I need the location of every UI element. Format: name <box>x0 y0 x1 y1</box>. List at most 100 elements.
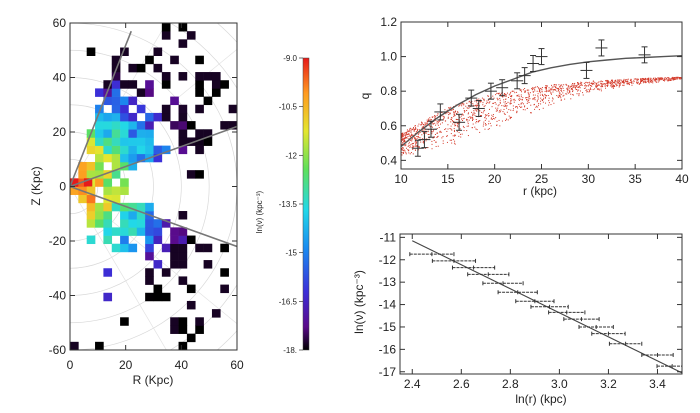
cloud-point <box>612 84 614 86</box>
cloud-point <box>629 82 631 84</box>
cloud-point <box>517 107 519 109</box>
cloud-point <box>543 95 545 97</box>
density-cell <box>170 227 179 236</box>
cloud-point <box>483 100 485 102</box>
cloud-point <box>408 138 410 140</box>
cloud-point <box>404 134 406 136</box>
cloud-point <box>541 91 543 93</box>
cloud-point <box>537 95 539 97</box>
cloud-point <box>474 112 476 114</box>
colorbar-label: ln(ν) (kpc⁻³) <box>255 190 264 233</box>
cloud-point <box>403 149 405 151</box>
cloud-point <box>596 85 598 87</box>
cloud-point <box>611 83 613 85</box>
density-cell <box>211 88 221 97</box>
cloud-point <box>435 145 437 147</box>
cloud-point <box>470 116 472 118</box>
cloud-point <box>627 83 629 85</box>
cloud-point <box>418 133 420 135</box>
cloud-point <box>642 81 644 83</box>
cloud-point <box>585 82 587 84</box>
cloud-point <box>660 78 662 80</box>
colorbar-tick-label: -15 <box>285 249 297 258</box>
density-cell <box>120 145 129 155</box>
cloud-point <box>644 81 646 83</box>
density-cell <box>103 219 113 228</box>
cloud-point <box>610 81 612 83</box>
cloud-point <box>636 83 638 85</box>
density-cell <box>103 186 113 195</box>
density-profile-ytick-label: -13 <box>379 275 397 289</box>
cloud-point <box>412 145 414 147</box>
cloud-point <box>559 87 561 89</box>
cloud-point <box>650 79 652 81</box>
cloud-point <box>513 90 515 92</box>
cloud-point <box>476 103 478 105</box>
density-cell <box>95 219 104 228</box>
cloud-point <box>431 140 433 142</box>
cloud-point <box>542 107 544 109</box>
cloud-point <box>580 83 582 85</box>
cloud-point <box>614 79 616 81</box>
cloud-point <box>545 88 547 90</box>
density-cell <box>136 211 146 220</box>
cloud-point <box>475 115 477 117</box>
q-measurement-point <box>418 131 431 149</box>
cloud-point <box>569 86 571 88</box>
cloud-point <box>534 87 536 89</box>
density-cell <box>111 170 121 179</box>
cloud-point <box>623 81 625 83</box>
density-cell <box>120 129 129 138</box>
colorbar-tick-label: -9.0 <box>283 54 297 63</box>
cloud-point <box>405 147 407 149</box>
cloud-point <box>411 140 413 142</box>
cloud-point <box>499 99 501 101</box>
cloud-point <box>636 79 638 81</box>
cloud-point <box>610 83 612 85</box>
density-cell <box>86 202 96 212</box>
cloud-point <box>460 115 462 117</box>
cloud-point <box>483 123 485 125</box>
cloud-point <box>573 85 575 87</box>
density-cell <box>195 55 204 65</box>
cloud-point <box>453 113 455 115</box>
cloud-point <box>463 107 465 109</box>
cloud-point <box>533 97 535 99</box>
density-measurement-point <box>467 272 510 277</box>
cloud-point <box>524 88 526 90</box>
cloud-point <box>665 77 667 79</box>
cloud-point <box>608 82 610 84</box>
density-cell <box>228 104 237 114</box>
cloud-point <box>586 91 588 93</box>
cloud-point <box>508 94 510 96</box>
density-cell <box>195 325 204 334</box>
cloud-point <box>407 130 409 132</box>
cloud-point <box>550 104 552 106</box>
cloud-point <box>472 104 474 106</box>
cloud-point <box>434 133 436 135</box>
cloud-point <box>451 120 453 122</box>
density-profile-panel: 2.4 2.6 2.8 3.0 3.2 3.4-11-12-13-14-15-16-17 … <box>352 230 683 406</box>
cloud-point <box>536 105 538 107</box>
density-map-xlabel: R (Kpc) <box>133 373 174 387</box>
cloud-point <box>479 131 481 133</box>
density-cell <box>195 145 204 155</box>
cloud-point <box>472 118 474 120</box>
cloud-point <box>613 82 615 84</box>
cloud-point <box>501 120 503 122</box>
cloud-point <box>429 118 431 120</box>
cloud-point <box>459 133 461 135</box>
cloud-point <box>545 87 547 89</box>
q-measurement-point <box>527 55 540 73</box>
cloud-point <box>544 93 546 95</box>
cloud-point <box>487 99 489 101</box>
cloud-point <box>443 117 445 119</box>
cloud-point <box>558 91 560 93</box>
flattening-xtick-label: 25 <box>535 172 549 186</box>
cloud-point <box>586 89 588 91</box>
cloud-point <box>467 123 469 125</box>
cloud-point <box>674 78 676 80</box>
cloud-point <box>595 86 597 88</box>
cloud-point <box>427 147 429 149</box>
cloud-point <box>519 97 521 99</box>
